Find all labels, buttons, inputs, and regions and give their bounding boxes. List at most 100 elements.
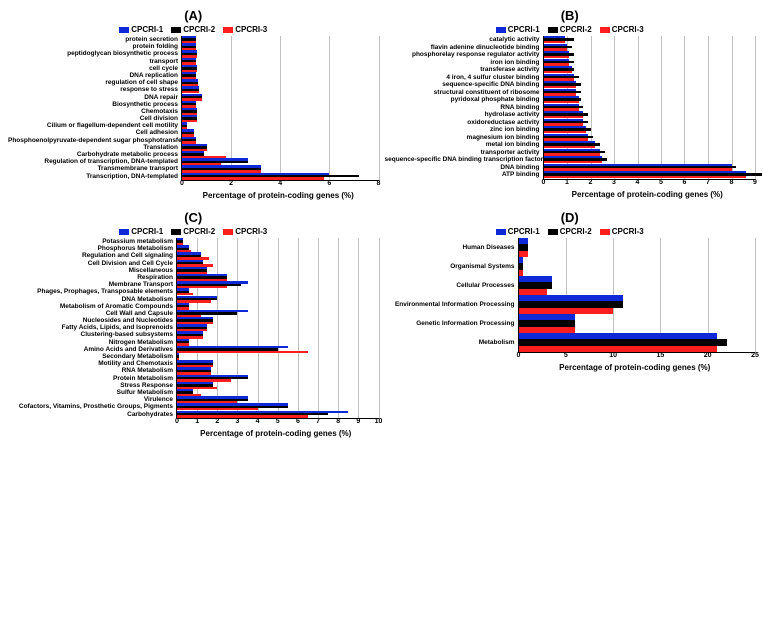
category-label: Stress Response bbox=[8, 382, 173, 389]
legend-swatch bbox=[171, 229, 181, 235]
legend-item: CPCRI-3 bbox=[223, 227, 267, 236]
bar-row bbox=[177, 396, 379, 403]
legend-swatch bbox=[119, 229, 129, 235]
x-tick-label: 20 bbox=[704, 352, 712, 359]
bar-row bbox=[182, 122, 379, 129]
bar-row bbox=[177, 260, 379, 267]
bar-row bbox=[519, 276, 756, 295]
category-label: Cell division bbox=[8, 115, 178, 122]
bar-row bbox=[182, 43, 379, 50]
x-axis-label: Percentage of protein-coding genes (%) bbox=[540, 190, 756, 199]
bar-row bbox=[177, 317, 379, 324]
y-axis-labels: Human DiseasesOrganismal SystemsCellular… bbox=[385, 238, 518, 353]
x-tick-label: 9 bbox=[753, 179, 757, 186]
bar-row bbox=[182, 151, 379, 158]
category-label: protein folding bbox=[8, 43, 178, 50]
bar-row bbox=[182, 173, 379, 180]
gridline bbox=[755, 36, 756, 179]
legend-swatch bbox=[548, 27, 558, 33]
bar-row bbox=[544, 66, 756, 74]
bar bbox=[177, 415, 308, 417]
bar-row bbox=[544, 126, 756, 134]
legend-swatch bbox=[496, 229, 506, 235]
bar-row bbox=[177, 353, 379, 360]
x-tick-label: 1 bbox=[195, 418, 199, 425]
bar-row bbox=[544, 51, 756, 59]
bar-row bbox=[519, 295, 756, 314]
y-axis-labels: catalytic activityflavin adenine dinucle… bbox=[385, 36, 543, 180]
bar bbox=[544, 176, 746, 178]
bar-row bbox=[182, 108, 379, 115]
plot-area: 02468 bbox=[181, 36, 379, 181]
category-label: DNA Metabolism bbox=[8, 296, 173, 303]
legend: CPCRI-1CPCRI-2CPCRI-3 bbox=[8, 227, 379, 236]
bar-row bbox=[182, 50, 379, 57]
bar-row bbox=[177, 331, 379, 338]
category-label: Carbohydrate metabolic process bbox=[8, 151, 178, 158]
bar-row bbox=[177, 360, 379, 367]
legend-swatch bbox=[496, 27, 506, 33]
category-label: DNA repair bbox=[8, 94, 178, 101]
panel-b: (B)CPCRI-1CPCRI-2CPCRI-3catalytic activi… bbox=[385, 8, 756, 200]
category-label: Sulfur Metabolism bbox=[8, 389, 173, 396]
category-label: Phosphorus Metabolism bbox=[8, 245, 173, 252]
x-tick-label: 2 bbox=[215, 418, 219, 425]
x-tick-label: 0 bbox=[175, 418, 179, 425]
bar-row bbox=[544, 96, 756, 104]
category-label: oxidoreductase activity bbox=[385, 119, 540, 127]
category-label: phosphorelay response regulator activity bbox=[385, 51, 540, 59]
bar-row bbox=[544, 89, 756, 97]
category-label: Translation bbox=[8, 144, 178, 151]
category-label: Regulation and Cell signaling bbox=[8, 252, 173, 259]
bar-row bbox=[182, 101, 379, 108]
panel-a: (A)CPCRI-1CPCRI-2CPCRI-3protein secretio… bbox=[8, 8, 379, 200]
category-label: transporter activity bbox=[385, 149, 540, 157]
category-label: Biosynthetic process bbox=[8, 101, 178, 108]
x-tick-label: 5 bbox=[564, 352, 568, 359]
legend-item: CPCRI-1 bbox=[496, 25, 540, 34]
category-label: RNA binding bbox=[385, 104, 540, 112]
bar bbox=[182, 177, 324, 179]
legend-item: CPCRI-3 bbox=[600, 227, 644, 236]
bar-row bbox=[182, 79, 379, 86]
category-label: transport bbox=[8, 58, 178, 65]
legend-item: CPCRI-2 bbox=[171, 227, 215, 236]
category-label: Cellular Processes bbox=[385, 276, 515, 295]
x-tick-label: 0 bbox=[542, 179, 546, 186]
category-label: transferase activity bbox=[385, 66, 540, 74]
bar-row bbox=[544, 149, 756, 157]
bar-row bbox=[182, 144, 379, 151]
x-tick-label: 0 bbox=[517, 352, 521, 359]
category-label: hydrolase activity bbox=[385, 111, 540, 119]
chart: catalytic activityflavin adenine dinucle… bbox=[385, 36, 756, 199]
x-tick-label: 10 bbox=[375, 418, 383, 425]
bar-row bbox=[182, 36, 379, 43]
x-tick-label: 10 bbox=[609, 352, 617, 359]
category-label: Regulation of transcription, DNA-templat… bbox=[8, 158, 178, 165]
bar-row bbox=[177, 403, 379, 410]
legend-label: CPCRI-3 bbox=[235, 227, 267, 236]
x-tick-label: 2 bbox=[589, 179, 593, 186]
bar-row bbox=[544, 156, 756, 164]
legend-swatch bbox=[171, 27, 181, 33]
legend-item: CPCRI-3 bbox=[223, 25, 267, 34]
bar-row bbox=[182, 158, 379, 165]
bar-row bbox=[177, 274, 379, 281]
category-label: iron ion binding bbox=[385, 59, 540, 67]
y-axis-labels: Potassium metabolismPhosphorus Metabolis… bbox=[8, 238, 176, 419]
category-label: RNA Metabolism bbox=[8, 367, 173, 374]
category-label: Potassium metabolism bbox=[8, 238, 173, 245]
bar-row bbox=[177, 375, 379, 382]
bar-row bbox=[177, 281, 379, 288]
legend-label: CPCRI-2 bbox=[183, 25, 215, 34]
x-tick-label: 4 bbox=[636, 179, 640, 186]
bar-row bbox=[519, 314, 756, 333]
category-label: Miscellaneous bbox=[8, 267, 173, 274]
category-label: ATP binding bbox=[385, 171, 540, 179]
legend-label: CPCRI-1 bbox=[508, 25, 540, 34]
x-tick-label: 25 bbox=[751, 352, 759, 359]
category-label: peptidoglycan biosynthetic process bbox=[8, 50, 178, 57]
bar bbox=[519, 289, 547, 295]
category-label: Genetic Information Processing bbox=[385, 314, 515, 333]
bar-row bbox=[177, 339, 379, 346]
